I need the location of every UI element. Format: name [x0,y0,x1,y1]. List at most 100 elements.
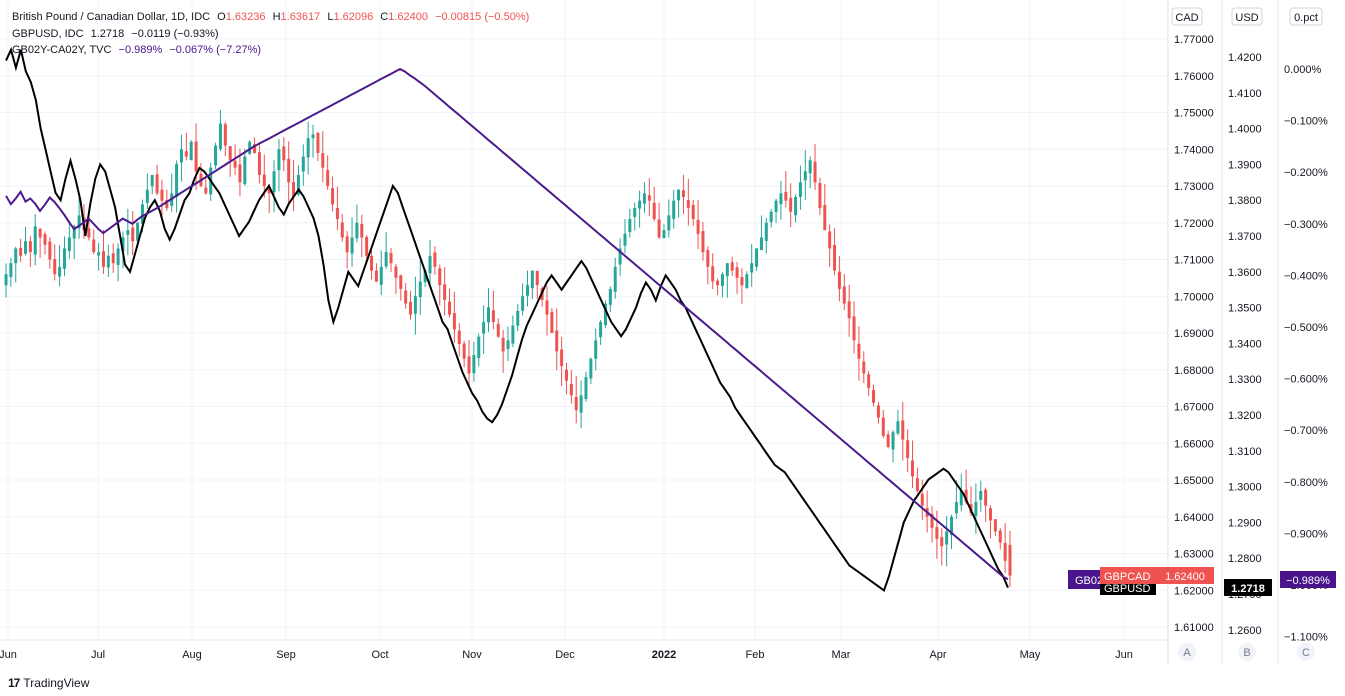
candle-body [599,321,603,338]
cad-tick-label: 1.70000 [1174,291,1214,303]
candle-body [418,281,422,298]
usd-tick-label: 1.3900 [1228,159,1262,171]
legend-spread[interactable]: GB02Y-CA02Y, TVC −0.989% −0.067% (−7.27%… [12,42,529,59]
candle-body [535,270,539,286]
candle-body [218,123,222,150]
candle-body [530,270,534,289]
scale-button-a[interactable] [1178,643,1196,661]
usd-tick-label: 1.3600 [1228,267,1262,279]
candle-body [716,280,720,286]
candle-body [998,530,1002,543]
candle-body [511,325,515,344]
legend-gbpcad-change: −0.00815 (−0.50%) [435,11,530,23]
cad-header-box[interactable] [1171,7,1203,26]
candle-body [438,268,442,286]
pct-price-axis[interactable]: −1.100%−1.000%−0.900%−0.800%−0.700%−0.60… [1284,64,1328,644]
candle-body [67,237,71,252]
candle-body [642,193,646,204]
cad-tick-label: 1.62000 [1174,585,1214,597]
candle-body [272,171,276,193]
candle-body [569,383,573,396]
candle-body [696,219,700,234]
candle-body [267,186,271,194]
candle-body [857,343,861,359]
candle-body [686,200,690,209]
candle-body [389,252,393,264]
pct-tick-label: −0.400% [1284,270,1328,282]
candle-body [1008,544,1012,576]
candle-body [126,230,130,235]
pct-header-box[interactable] [1289,7,1323,26]
candle-body [560,349,564,367]
candle-body [140,204,144,224]
candle-body [872,389,876,403]
tradingview-footer[interactable]: 17 TradingView [8,676,89,690]
cad-tick-label: 1.64000 [1174,512,1214,524]
scale-button-c-label: C [1302,647,1310,659]
candle-body [979,491,983,500]
candle-body [638,200,642,209]
legend-gbpusd[interactable]: GBPUSD, IDC 1.2718 −0.0119 (−0.93%) [12,26,529,43]
candle-body [989,508,993,521]
pct-header: 0.pct [1294,12,1318,24]
candle-body [9,263,13,278]
usd-header-box[interactable] [1231,7,1263,26]
candle-body [316,132,320,153]
candle-body [623,233,627,246]
candle-body [379,266,383,285]
candle-body [355,222,359,239]
scale-button-b[interactable] [1238,643,1256,661]
candle-body [72,226,76,239]
usd-header: USD [1235,12,1258,24]
candle-body [491,310,495,322]
chart-legend: British Pound / Canadian Dollar, 1D, IDC… [12,9,529,59]
time-tick-label: Jun [1115,649,1133,661]
usd-price-axis[interactable]: 1.26001.27001.28001.29001.30001.31001.32… [1228,52,1262,637]
candle-body [501,337,505,352]
candle-body [340,222,344,238]
legend-gbpusd-value: 1.2718 [90,27,125,40]
scale-button-c[interactable] [1297,643,1315,661]
candle-body [4,274,8,286]
time-axis[interactable]: Jun Jul Aug Sep Oct Nov Dec 2022 Feb Mar Apr May Jun [0,649,1133,661]
candle-body [131,227,135,242]
time-tick-label: Jul [91,649,105,661]
candle-body [672,200,676,219]
time-tick-label: Oct [371,649,388,661]
candle-body [399,275,403,289]
candle-body [472,355,476,374]
candle-body [769,211,773,222]
candle-body [779,193,783,205]
legend-gbpcad-name: British Pound / Canadian Dollar, 1D, IDC [12,11,211,23]
candle-body [92,239,96,253]
candle-body [521,296,525,311]
candle-body [525,285,529,296]
candle-body [287,158,291,183]
candle-body [628,219,632,233]
candle-body [253,144,257,153]
cad-tick-label: 1.61000 [1174,622,1214,634]
legend-gbpcad-close: 1.62400 [388,11,429,23]
cad-tick-label: 1.63000 [1174,549,1214,561]
legend-gbpcad[interactable]: British Pound / Canadian Dollar, 1D, IDC… [12,9,529,26]
candle-body [452,313,456,330]
candle-body [145,189,149,204]
candle-body [370,255,374,271]
cad-tick-label: 1.65000 [1174,475,1214,487]
candle-body [282,146,286,161]
candle-body [428,255,432,274]
candle-body [755,248,759,267]
cad-price-axis[interactable]: 1.61000 1.62000 1.63000 1.64000 1.65000 1.660… [1174,34,1214,634]
candle-body [87,228,91,238]
candle-body [321,153,325,168]
candle-body [365,236,369,256]
candle-body [248,141,252,154]
candle-body [954,502,958,514]
candle-body [618,248,622,265]
candle-body [194,141,198,172]
candle-body [457,330,461,345]
candle-body [608,288,612,305]
candle-body [228,146,232,161]
candle-body [574,396,578,411]
